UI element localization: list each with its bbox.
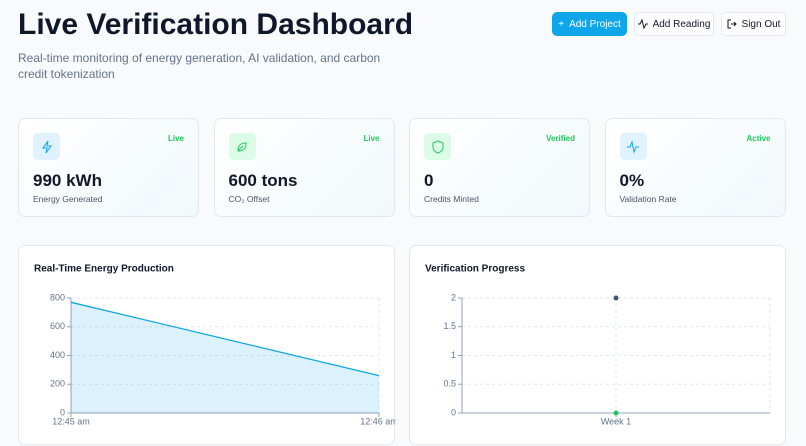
y-tick-label: 1.5 — [443, 321, 456, 331]
y-tick-label: 2 — [451, 292, 456, 302]
page-subtitle: Real-time monitoring of energy generatio… — [18, 51, 381, 81]
button-label: Sign Out — [741, 18, 781, 30]
stat-card: Live 990 kWh Energy Generated — [18, 118, 199, 217]
icon — [627, 139, 639, 154]
y-tick-label: 400 — [50, 350, 65, 360]
card-value: 0 — [424, 171, 434, 190]
card-badge: Active — [746, 134, 771, 143]
chart-title: Verification Progress — [425, 264, 525, 275]
add-project-button[interactable]: + Add Project — [552, 12, 627, 36]
card-label: CO₂ Offset — [228, 194, 270, 204]
stat-card: Active 0% Validation Rate — [604, 118, 786, 217]
x-tick-label: Week 1 — [601, 416, 631, 426]
chart: Real-Time Energy Production 0 200 400 600 800… — [34, 264, 396, 427]
icon — [237, 141, 247, 152]
x-tick-label: 12:46 am — [360, 416, 396, 426]
card-icon — [228, 133, 256, 160]
y-tick-label: 800 — [50, 292, 65, 302]
button-label: Add Project — [569, 18, 621, 30]
chart: Verification Progress 0 0.5 1 1.5 2 Week 1 — [425, 264, 771, 426]
card-icon — [619, 133, 647, 160]
y-tick-label: 600 — [50, 321, 65, 331]
card-icon — [424, 133, 451, 160]
chart-title: Real-Time Energy Production — [34, 264, 174, 275]
page-title: Live Verification Dashboard — [18, 8, 414, 41]
y-tick-label: 0 — [451, 407, 456, 417]
sign-out-button[interactable]: Sign Out — [721, 12, 786, 36]
y-tick-label: 0 — [60, 407, 65, 417]
page: Live Verification Dashboard Real-time mo… — [18, 8, 786, 445]
card-badge: Live — [167, 134, 184, 143]
add-reading-button[interactable]: Add Reading — [634, 12, 714, 36]
stat-card: Live 600 tons CO₂ Offset — [213, 118, 395, 217]
stat-card: Verified 0 Credits Minted — [409, 118, 590, 217]
card-label: Credits Minted — [424, 194, 479, 204]
y-tick-label: 0.5 — [443, 379, 456, 389]
card-badge: Live — [363, 134, 380, 143]
y-tick-label: 200 — [50, 379, 65, 389]
chart-panel: Real-Time Energy Production 0 200 400 600 800… — [18, 245, 396, 445]
y-tick-label: 1 — [451, 350, 456, 360]
card-value: 0% — [619, 171, 645, 190]
icon — [41, 140, 52, 153]
point — [613, 295, 619, 301]
card-label: Validation Rate — [619, 194, 677, 204]
icon — [432, 139, 443, 154]
sign-out-icon — [727, 19, 737, 29]
plus-icon: + — [558, 18, 565, 30]
chart-panel: Verification Progress 0 0.5 1 1.5 2 Week 1 — [409, 245, 786, 445]
line — [70, 301, 380, 377]
card-value: 990 kWh — [33, 171, 102, 190]
card-icon — [33, 133, 60, 160]
area — [71, 302, 379, 413]
card-badge: Verified — [546, 134, 575, 143]
card-label: Energy Generated — [33, 194, 103, 204]
button-label: Add Reading — [652, 18, 711, 30]
pulse-icon — [637, 19, 648, 29]
x-tick-label: 12:45 am — [52, 416, 90, 426]
point — [613, 410, 619, 416]
card-value: 600 tons — [228, 171, 298, 190]
